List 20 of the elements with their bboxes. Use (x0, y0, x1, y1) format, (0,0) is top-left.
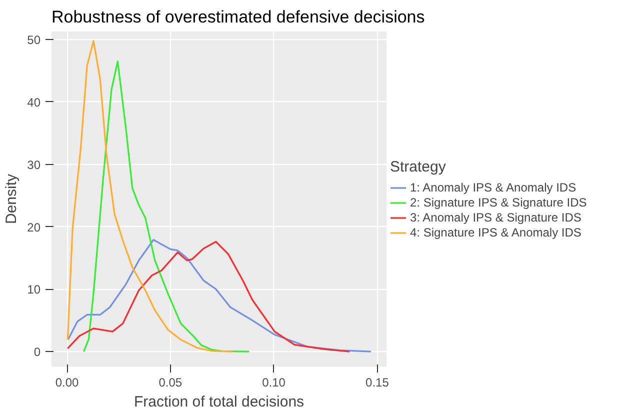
x-axis-title: Fraction of total decisions (134, 394, 304, 410)
x-tick-label: 0.05 (158, 376, 182, 390)
legend-label: 3: Anomaly IPS & Signature IDS (410, 210, 582, 224)
legend-label: 1: Anomaly IPS & Anomaly IDS (410, 180, 576, 194)
y-tick-label: 40 (27, 95, 41, 110)
legend-title: Strategy (390, 158, 447, 175)
line-series (82, 60, 250, 352)
y-tick-label: 10 (27, 282, 41, 297)
legend-label: 2: Signature IPS & Signature IDS (410, 195, 587, 209)
chart-title: Robustness of overestimated defensive decisions (52, 8, 425, 26)
x-tick-label: 0.00 (55, 376, 80, 390)
y-tick-label: 20 (27, 220, 41, 234)
y-tick-label: 0 (34, 345, 41, 360)
y-tick-label: 50 (27, 33, 41, 48)
x-tick-label: 0.10 (262, 376, 286, 390)
y-tick-label: 30 (27, 158, 41, 172)
line-series (66, 40, 234, 352)
y-axis-title: Density (3, 173, 20, 224)
x-tick-label: 0.15 (366, 376, 390, 390)
legend-label: 4: Signature IPS & Anomaly IDS (410, 225, 582, 239)
